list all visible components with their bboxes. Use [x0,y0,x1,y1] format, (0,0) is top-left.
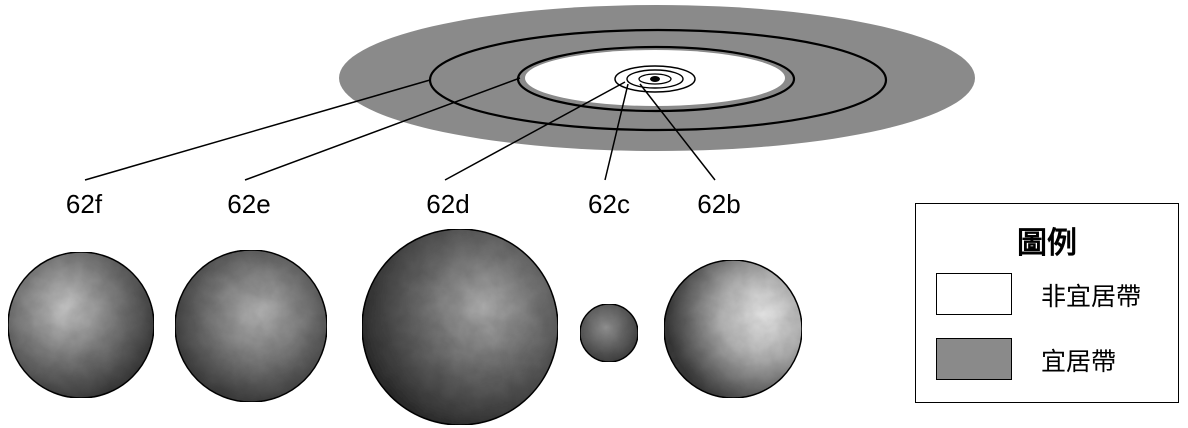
leader-line-62b [639,83,716,181]
planet-label-62f: 62f [66,189,103,219]
planet-62d [361,228,559,426]
orbit-62d [614,65,696,93]
planet-label-62e: 62e [227,189,270,219]
legend-item-non-habitable-zone: 非宜居帶 [936,273,1176,319]
planet-62c [579,303,639,363]
orbit-62c [626,69,684,89]
legend: 圖例 非宜居帶 宜居帶 [915,203,1179,403]
planet-62b [663,259,803,399]
leader-line-62e [244,77,521,181]
orbit-62b [638,73,672,85]
legend-title: 圖例 [1017,226,1077,261]
planet-label-62d: 62d [426,189,469,219]
planet-62f [7,251,155,399]
leader-line-62c [604,83,629,181]
planet-62e [174,249,328,403]
legend-swatch-non-habitable [936,273,1012,315]
host-star [650,76,660,82]
planet-label-62c: 62c [588,189,630,219]
legend-label-non-habitable: 非宜居帶 [1041,282,1142,311]
leader-line-62d [444,81,626,181]
legend-swatch-habitable [936,338,1012,380]
legend-label-habitable: 宜居帶 [1041,347,1117,376]
legend-item-habitable-zone: 宜居帶 [936,338,1176,384]
planet-label-62b: 62b [697,189,740,219]
leader-line-62f [84,79,431,181]
